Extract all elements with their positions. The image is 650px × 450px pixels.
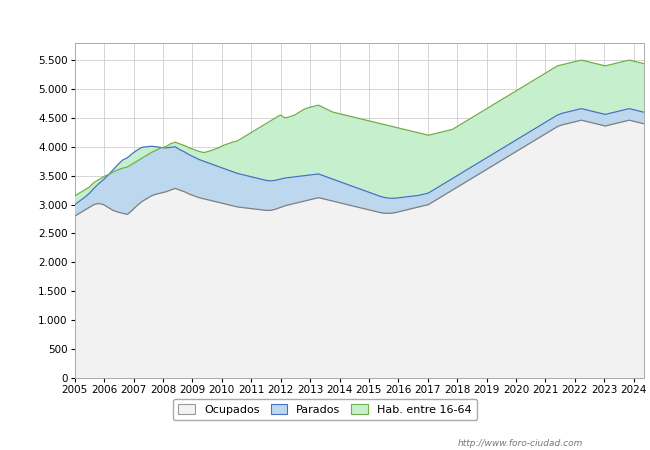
Legend: Ocupados, Parados, Hab. entre 16-64: Ocupados, Parados, Hab. entre 16-64 <box>173 399 477 420</box>
Text: Finestrat - Evolucion de la poblacion en edad de Trabajar Mayo de 2024: Finestrat - Evolucion de la poblacion en… <box>57 13 593 26</box>
Text: http://www.foro-ciudad.com: http://www.foro-ciudad.com <box>458 439 582 448</box>
